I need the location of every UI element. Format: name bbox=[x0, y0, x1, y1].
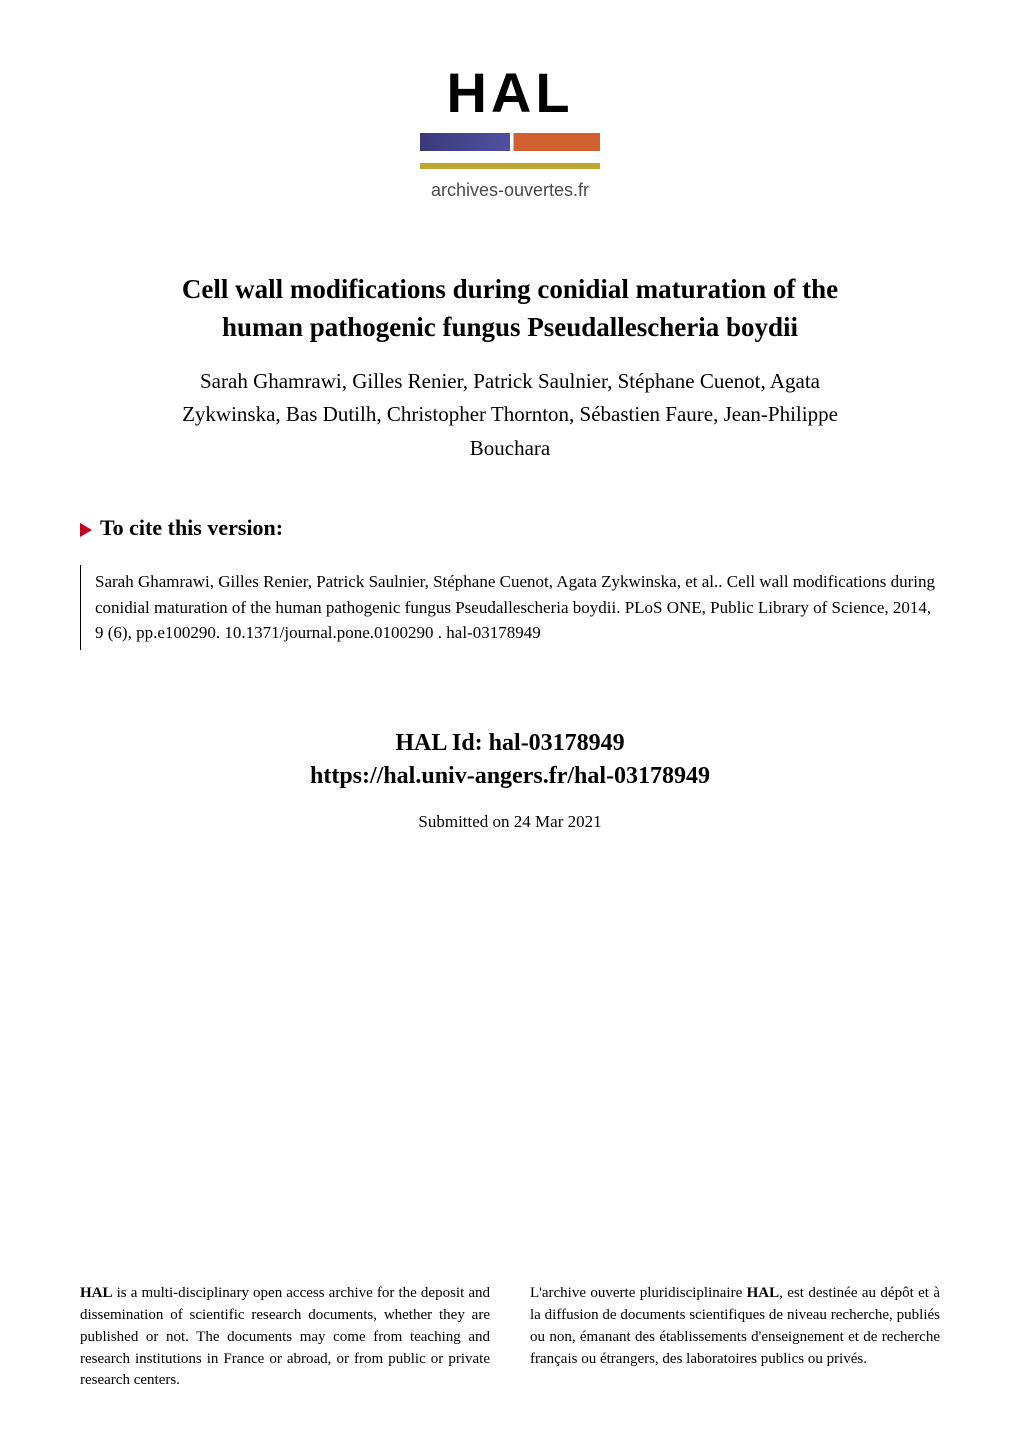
footer-col-right: L'archive ouverte pluridisciplinaire HAL… bbox=[530, 1283, 940, 1392]
footer-columns: HAL is a multi-disciplinary open access … bbox=[80, 1283, 940, 1392]
cite-header: To cite this version: bbox=[80, 515, 940, 541]
authors-line1: Sarah Ghamrawi, Gilles Renier, Patrick S… bbox=[200, 369, 820, 393]
hal-logo-text: HAL bbox=[0, 60, 1020, 125]
citation-box: Sarah Ghamrawi, Gilles Renier, Patrick S… bbox=[80, 565, 940, 650]
hal-logo-bar-bottom bbox=[420, 163, 600, 169]
hal-logo-section: HAL archives-ouvertes.fr bbox=[0, 0, 1020, 241]
citation-hal-link[interactable]: hal-03178949 bbox=[446, 623, 540, 642]
footer-left-text: is a multi-disciplinary open access arch… bbox=[80, 1285, 490, 1388]
paper-title-line1: Cell wall modifications during conidial … bbox=[182, 274, 838, 304]
footer-left-bold: HAL bbox=[80, 1285, 113, 1301]
footer-right-bold: HAL bbox=[747, 1285, 780, 1301]
paper-authors: Sarah Ghamrawi, Gilles Renier, Patrick S… bbox=[80, 365, 940, 466]
footer-right-text1: L'archive ouverte pluridisciplinaire bbox=[530, 1285, 747, 1301]
title-section: Cell wall modifications during conidial … bbox=[0, 241, 1020, 485]
hal-id-section: HAL Id: hal-03178949 https://hal.univ-an… bbox=[0, 650, 1020, 790]
cite-arrow-icon bbox=[80, 523, 92, 537]
authors-line3: Bouchara bbox=[470, 436, 550, 460]
paper-title-line2: human pathogenic fungus Pseudallescheria… bbox=[222, 312, 798, 342]
hal-id-label: HAL Id: hal-03178949 bbox=[0, 730, 1020, 757]
submitted-date: Submitted on 24 Mar 2021 bbox=[0, 812, 1020, 832]
citation-doi[interactable]: 10.1371/journal.pone.0100290 bbox=[224, 623, 433, 642]
hal-url-link[interactable]: https://hal.univ-angers.fr/hal-03178949 bbox=[310, 763, 710, 789]
paper-title: Cell wall modifications during conidial … bbox=[80, 271, 940, 347]
hal-logo-bar-top bbox=[420, 133, 600, 151]
cite-header-text: To cite this version: bbox=[100, 515, 283, 540]
footer-col-left: HAL is a multi-disciplinary open access … bbox=[80, 1283, 490, 1392]
cite-section: To cite this version: bbox=[0, 485, 1020, 551]
authors-line2: Zykwinska, Bas Dutilh, Christopher Thorn… bbox=[182, 402, 838, 426]
hal-logo-tagline: archives-ouvertes.fr bbox=[0, 180, 1020, 201]
hal-url: https://hal.univ-angers.fr/hal-03178949 bbox=[0, 763, 1020, 790]
citation-period: . bbox=[434, 623, 447, 642]
hal-logo-bars bbox=[420, 133, 600, 174]
